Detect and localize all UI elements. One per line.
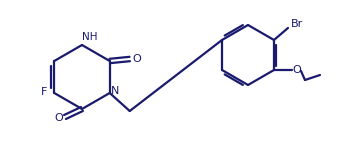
Text: NH: NH [82, 32, 98, 42]
Text: O: O [293, 65, 301, 75]
Text: F: F [41, 87, 48, 97]
Text: N: N [111, 86, 119, 96]
Text: O: O [132, 54, 141, 64]
Text: O: O [55, 113, 63, 123]
Text: Br: Br [291, 19, 303, 29]
